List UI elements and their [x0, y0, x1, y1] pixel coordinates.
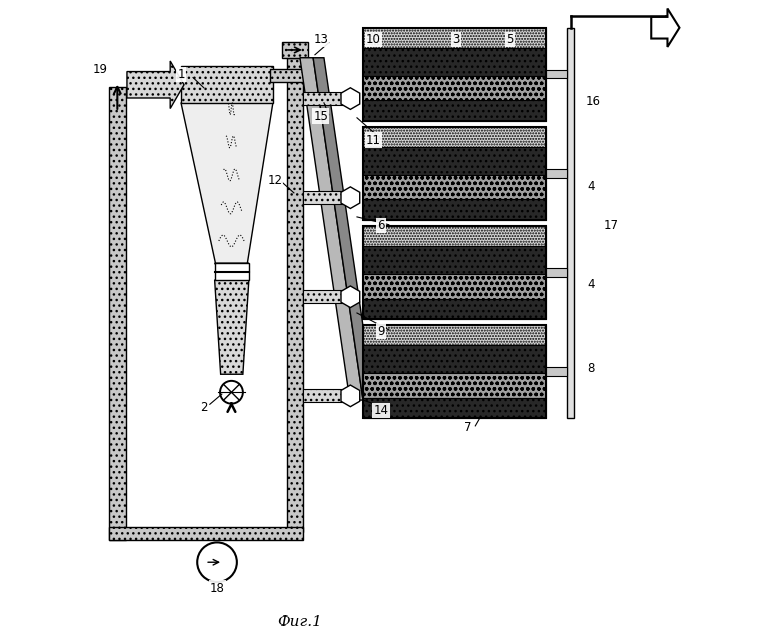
- Text: 8: 8: [587, 362, 595, 375]
- Bar: [181, 66, 273, 103]
- Bar: [303, 389, 343, 402]
- Bar: [363, 175, 546, 200]
- Bar: [546, 367, 567, 375]
- Text: 13: 13: [314, 33, 328, 46]
- Bar: [363, 28, 546, 121]
- Bar: [363, 374, 546, 397]
- Bar: [363, 397, 546, 418]
- Bar: [270, 69, 315, 82]
- Text: 2: 2: [200, 401, 207, 414]
- Bar: [363, 274, 546, 299]
- Text: 9: 9: [378, 325, 385, 337]
- Bar: [546, 269, 567, 277]
- Bar: [363, 299, 546, 319]
- Bar: [363, 100, 546, 121]
- Polygon shape: [341, 88, 360, 109]
- Bar: [363, 345, 546, 374]
- Text: 19: 19: [93, 63, 108, 76]
- Bar: [363, 28, 546, 48]
- Text: Фиг.1: Фиг.1: [278, 615, 322, 629]
- Bar: [363, 200, 546, 220]
- Bar: [363, 247, 546, 274]
- Bar: [109, 86, 126, 540]
- Polygon shape: [215, 280, 249, 374]
- Polygon shape: [127, 61, 184, 109]
- Polygon shape: [341, 286, 360, 308]
- Text: 18: 18: [210, 582, 225, 594]
- Bar: [363, 127, 546, 220]
- Bar: [546, 70, 567, 79]
- Bar: [363, 76, 546, 100]
- Text: 14: 14: [374, 404, 388, 417]
- Bar: [215, 263, 249, 280]
- Bar: [282, 42, 308, 58]
- Bar: [109, 527, 303, 540]
- Text: 4: 4: [587, 180, 595, 193]
- Polygon shape: [181, 103, 273, 265]
- Bar: [546, 169, 567, 178]
- Bar: [567, 28, 574, 418]
- Text: 16: 16: [586, 95, 601, 108]
- Polygon shape: [651, 8, 679, 47]
- Bar: [363, 226, 546, 319]
- Text: 7: 7: [464, 421, 472, 433]
- Polygon shape: [313, 58, 374, 400]
- Text: 6: 6: [378, 219, 385, 232]
- Bar: [363, 147, 546, 175]
- Bar: [363, 226, 546, 247]
- Bar: [363, 325, 546, 345]
- Text: 3: 3: [452, 33, 459, 46]
- Text: 15: 15: [314, 109, 328, 122]
- Text: 17: 17: [604, 219, 619, 232]
- Bar: [287, 58, 303, 532]
- Bar: [363, 127, 546, 147]
- Bar: [363, 325, 546, 418]
- Text: 12: 12: [268, 175, 282, 187]
- Text: 11: 11: [366, 133, 381, 147]
- Text: 1: 1: [177, 68, 185, 81]
- Text: 4: 4: [587, 278, 595, 290]
- Polygon shape: [300, 58, 363, 400]
- Polygon shape: [341, 187, 360, 209]
- Bar: [303, 290, 343, 303]
- Text: 10: 10: [366, 33, 381, 46]
- Text: 5: 5: [506, 33, 514, 46]
- Polygon shape: [215, 263, 249, 265]
- Bar: [363, 48, 546, 76]
- Polygon shape: [341, 385, 360, 406]
- Bar: [303, 92, 343, 105]
- Bar: [303, 191, 343, 204]
